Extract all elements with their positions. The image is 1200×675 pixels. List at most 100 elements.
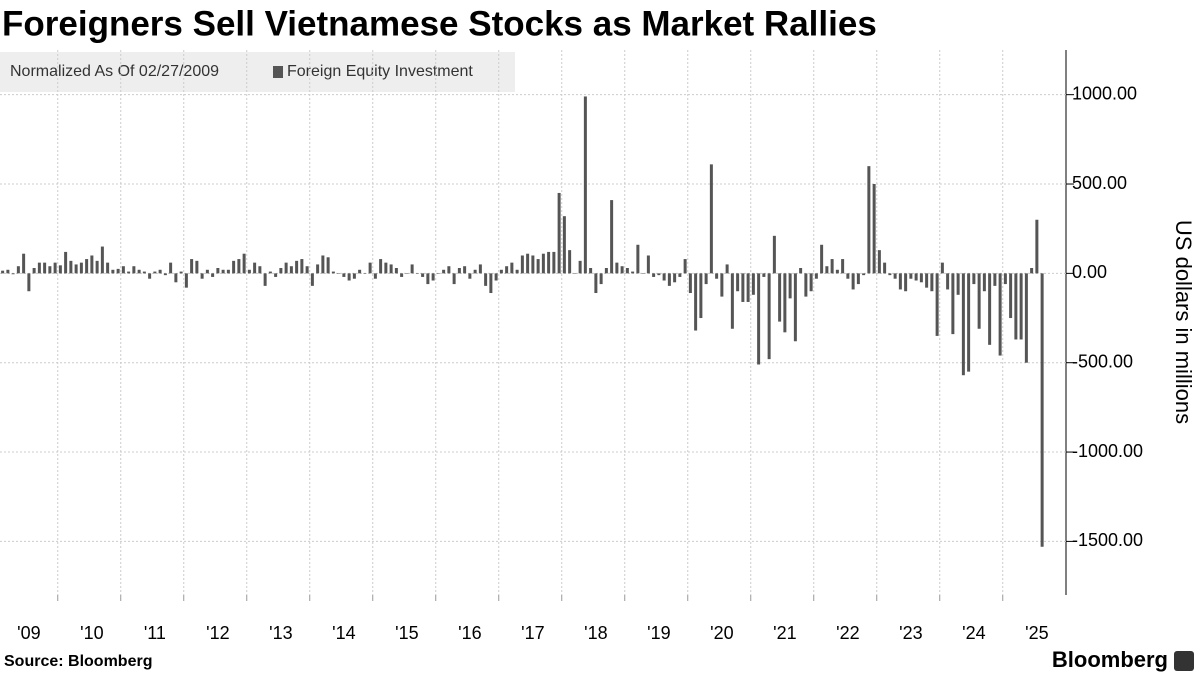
bar (363, 273, 367, 274)
bar (825, 266, 829, 274)
y-tick-label: -1500.00 (1072, 530, 1143, 550)
bar (27, 273, 31, 292)
bar (284, 262, 288, 274)
bar (772, 235, 776, 274)
bar (552, 251, 556, 274)
bar (426, 273, 430, 285)
bar (79, 262, 83, 274)
bar (148, 273, 152, 279)
bar (993, 273, 997, 286)
bar (667, 273, 671, 286)
bar (757, 273, 761, 365)
bar (872, 184, 876, 274)
bar (132, 266, 136, 274)
bar (421, 273, 425, 277)
bar (652, 273, 656, 277)
chart-title: Foreigners Sell Vietnamese Stocks as Mar… (2, 4, 877, 43)
legend-box (0, 52, 515, 92)
bar (452, 273, 456, 285)
bar (573, 273, 577, 274)
bar (295, 260, 299, 274)
bar (704, 273, 708, 285)
bar (200, 273, 204, 279)
bar (725, 264, 729, 274)
bar (484, 273, 488, 286)
bar (253, 262, 257, 274)
bar (946, 273, 950, 290)
bar (37, 262, 41, 274)
bar (16, 266, 20, 274)
bar (541, 253, 545, 274)
bar (888, 273, 892, 276)
bar (415, 273, 419, 274)
bar (85, 259, 89, 274)
bar (342, 273, 346, 277)
bar (95, 260, 99, 274)
bar (610, 200, 614, 274)
bar (862, 273, 866, 276)
bar (1, 270, 5, 274)
y-tick-label: 1000.00 (1072, 83, 1137, 103)
bar (405, 273, 409, 274)
bar (683, 259, 687, 274)
bar (625, 268, 629, 274)
bar (904, 273, 908, 292)
bar (247, 269, 251, 274)
bar (163, 273, 167, 276)
bar (442, 269, 446, 274)
source: Source: Bloomberg (4, 653, 152, 670)
bar (678, 273, 682, 277)
bar (69, 260, 73, 274)
bar (694, 273, 698, 331)
bar (520, 255, 524, 274)
x-tick-label: '10 (80, 623, 103, 643)
bar (988, 273, 992, 345)
bar (305, 266, 309, 274)
x-tick-label: '09 (17, 623, 40, 643)
bar (274, 273, 278, 277)
bar (279, 268, 283, 274)
brand: Bloomberg (1052, 647, 1168, 672)
bar (263, 273, 267, 286)
bar (310, 273, 314, 286)
y-tick-label: -1000.00 (1072, 441, 1143, 461)
bar (883, 262, 887, 274)
brand-icon (1174, 651, 1194, 671)
bar (43, 262, 47, 274)
x-tick-label: '24 (962, 623, 985, 643)
bar (142, 271, 146, 274)
bar (515, 269, 519, 274)
bar (379, 259, 383, 274)
bar (536, 259, 540, 274)
bar (1040, 273, 1044, 547)
bar (11, 273, 15, 275)
bar (1014, 273, 1018, 340)
bar (877, 250, 881, 274)
bar (583, 96, 587, 274)
bar (982, 273, 986, 292)
bar (673, 273, 677, 283)
legend-swatch (273, 66, 283, 78)
x-tick-label: '25 (1025, 623, 1048, 643)
bar (526, 253, 530, 274)
x-tick-label: '17 (521, 623, 544, 643)
bar (804, 273, 808, 297)
bar (316, 264, 320, 274)
bar (158, 269, 162, 274)
bar (289, 266, 293, 274)
bar (547, 251, 551, 274)
bar (195, 260, 199, 274)
bar (478, 264, 482, 274)
y-tick-label: 500.00 (1072, 173, 1127, 193)
bar (762, 273, 766, 277)
legend-note: Normalized As Of 02/27/2009 (10, 63, 219, 80)
bar (242, 253, 246, 274)
bar (22, 253, 26, 274)
bar (268, 271, 272, 274)
x-tick-label: '15 (395, 623, 418, 643)
bar (221, 269, 225, 274)
bar (326, 257, 330, 274)
bar (237, 259, 241, 274)
bar (867, 166, 871, 274)
bar (909, 273, 913, 279)
